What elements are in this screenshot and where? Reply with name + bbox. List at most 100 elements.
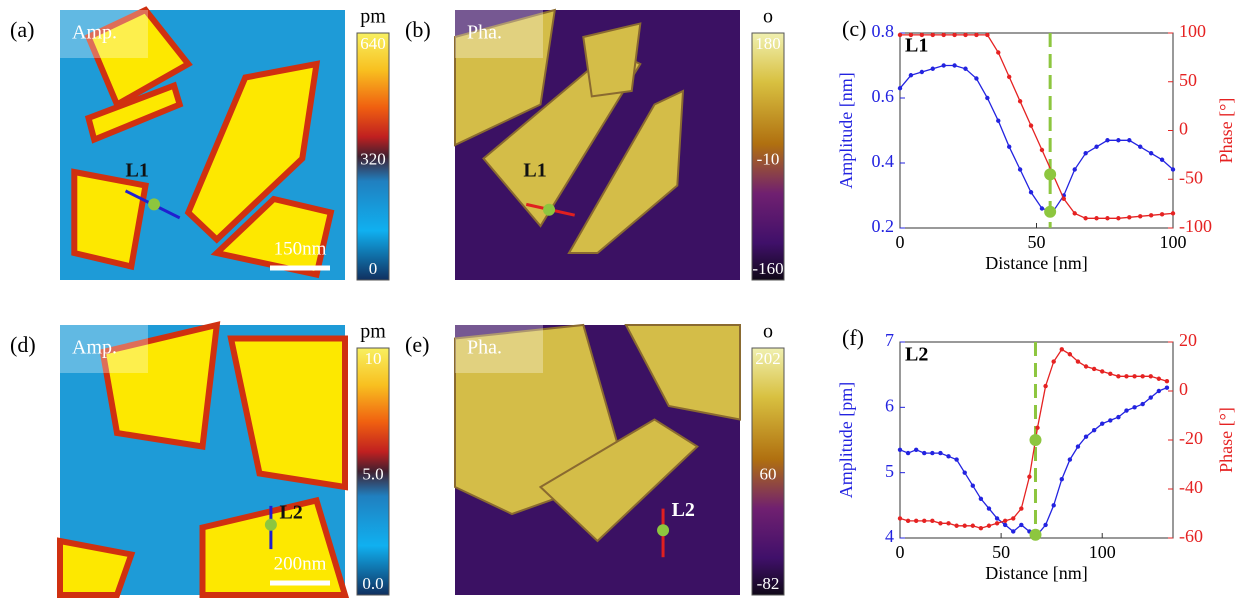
colorbar-label: -10	[757, 149, 780, 168]
data-point	[1059, 347, 1064, 352]
data-point	[978, 526, 984, 531]
data-point	[1094, 144, 1099, 149]
domain	[184, 60, 321, 244]
data-point	[897, 447, 903, 452]
domain	[84, 6, 193, 109]
data-point	[1028, 190, 1034, 195]
data-point	[1108, 371, 1113, 377]
data-point	[1011, 516, 1016, 521]
data-point	[938, 450, 943, 456]
data-point	[930, 518, 935, 524]
data-point	[941, 63, 946, 68]
tag-background	[455, 325, 543, 373]
x-tick-label: 0	[896, 542, 905, 562]
data-point	[1059, 477, 1064, 482]
y2-axis-label: Phase [°]	[1216, 407, 1236, 473]
data-point	[1124, 374, 1129, 379]
colorbar-label: 640	[360, 34, 386, 53]
data-point	[1061, 196, 1067, 201]
data-point	[994, 516, 1000, 521]
panel-label: (d)	[10, 332, 36, 357]
data-point	[970, 523, 975, 528]
colorbar-label: 320	[360, 149, 386, 168]
data-point	[952, 32, 957, 38]
data-point	[1105, 216, 1110, 221]
domain	[99, 321, 221, 450]
y-tick-label: 0.8	[872, 21, 895, 41]
y-tick-label: 0.2	[872, 216, 895, 236]
domain	[538, 418, 699, 543]
tag-background	[60, 325, 148, 373]
image-tag: Amp.	[72, 22, 117, 44]
domain	[454, 8, 557, 147]
data-point	[897, 516, 903, 521]
profile-dot	[148, 198, 161, 211]
marker-dot	[1029, 434, 1042, 446]
y-tick-label: 4	[885, 526, 894, 546]
colorbar-label: 0.0	[362, 574, 383, 593]
colorbar	[751, 32, 785, 281]
data-point	[930, 32, 935, 38]
line-annotation: L2	[905, 344, 928, 366]
image-panel: Amp. L2 200nm	[57, 321, 350, 598]
data-point	[1100, 421, 1105, 426]
data-point	[974, 32, 979, 38]
data-point	[1164, 385, 1170, 390]
data-point	[908, 32, 914, 38]
data-point	[1083, 216, 1088, 221]
data-point	[1140, 374, 1145, 379]
data-point	[963, 32, 968, 38]
y-tick-label: 5	[885, 461, 894, 481]
data-point	[941, 32, 946, 38]
panel-label: (c)	[842, 16, 866, 41]
panel-label: (f)	[842, 325, 864, 350]
colorbar-label: 180	[755, 34, 781, 53]
data-point	[946, 454, 951, 459]
image-tag: Pha.	[467, 337, 502, 359]
x-tick-label: 50	[992, 542, 1010, 562]
marker-dot	[1029, 528, 1042, 541]
data-point	[1148, 374, 1153, 379]
image-tag: Amp.	[72, 337, 117, 359]
data-point	[962, 523, 967, 528]
data-point	[905, 450, 911, 456]
x-axis-label: Distance [nm]	[985, 563, 1087, 583]
data-point	[1091, 366, 1097, 372]
scale-bar-label: 150nm	[274, 238, 327, 259]
data-point	[1051, 359, 1056, 364]
colorbar-label: 10	[365, 349, 382, 368]
domain	[57, 537, 136, 598]
image-panel: Pha. L2	[454, 323, 741, 595]
data-point	[1170, 211, 1176, 216]
y2-tick-label: -60	[1179, 526, 1203, 546]
data-point	[1091, 428, 1097, 433]
data-point	[1019, 522, 1024, 528]
data-point	[1017, 167, 1023, 172]
profile-label: L1	[126, 160, 149, 182]
data-point	[1170, 167, 1176, 172]
data-point	[1083, 434, 1089, 439]
data-point	[1159, 157, 1165, 162]
data-point	[919, 32, 925, 38]
data-point	[930, 450, 935, 456]
y2-tick-label: 20	[1179, 330, 1197, 350]
colorbar-label: 5.0	[362, 464, 383, 483]
line-annotation: L1	[905, 35, 928, 57]
panel-label: (e)	[405, 332, 429, 357]
data-point	[1132, 374, 1137, 379]
profile-dot	[264, 518, 277, 531]
colorbar-unit: pm	[360, 321, 386, 343]
x-tick-label: 100	[1089, 542, 1116, 562]
data-point	[1043, 383, 1048, 389]
data-point	[1124, 408, 1129, 413]
data-point	[1075, 359, 1081, 364]
profile-dot	[657, 524, 670, 537]
data-point	[986, 506, 992, 511]
data-point	[970, 483, 975, 488]
data-point	[1105, 138, 1110, 143]
data-point	[1127, 215, 1132, 220]
image-tag: Pha.	[467, 22, 502, 44]
data-point	[1039, 147, 1045, 153]
y-tick-label: 0.6	[872, 86, 895, 106]
